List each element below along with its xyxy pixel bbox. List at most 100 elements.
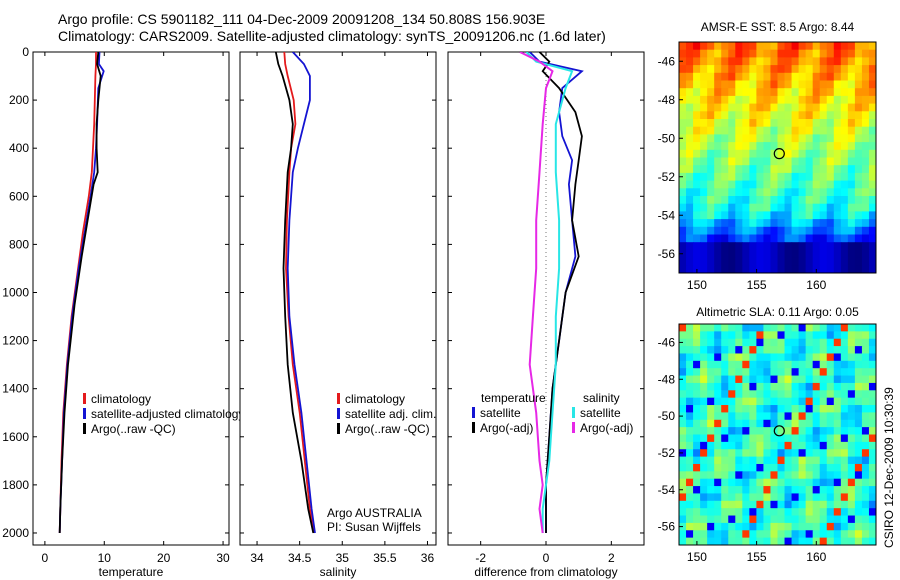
map-cell: [798, 42, 807, 51]
map-cell: [833, 419, 842, 428]
map-cell: [805, 249, 814, 259]
map-cell: [742, 196, 750, 205]
map-cell: [679, 382, 687, 391]
map-cell: [784, 368, 793, 377]
map-cell: [805, 57, 814, 66]
map-cell: [679, 180, 687, 189]
map-cell: [791, 397, 800, 406]
map-cell: [840, 390, 849, 399]
map-cell: [826, 126, 835, 135]
map-cell: [798, 397, 807, 406]
map-cell: [854, 478, 863, 487]
map-cell: [777, 234, 786, 243]
map-cell: [742, 249, 750, 259]
map-cell: [791, 88, 800, 97]
map-cell: [805, 530, 814, 539]
map-cell: [854, 434, 863, 443]
map-cell: [805, 80, 814, 89]
map-cell: [735, 219, 743, 228]
map-cell: [756, 397, 765, 406]
map-cell: [812, 456, 821, 465]
map-cell: [686, 242, 694, 251]
map-cell: [826, 537, 835, 545]
map-cell: [749, 72, 757, 82]
map-cell: [693, 249, 701, 259]
map-cell: [819, 172, 828, 182]
map-cell: [707, 88, 715, 97]
map-cell: [721, 360, 729, 369]
map-cell: [798, 49, 807, 58]
map-cell: [819, 508, 828, 517]
map-cell: [721, 353, 729, 362]
map-cell: [721, 463, 729, 472]
map-cell: [693, 188, 701, 197]
map-cell: [763, 522, 772, 531]
map-cell: [861, 103, 870, 112]
map-cell: [847, 522, 856, 531]
map-cell: [819, 42, 828, 51]
map-cell: [679, 515, 687, 524]
map-cell: [735, 142, 743, 151]
map-cell: [707, 134, 715, 143]
map-cell: [728, 49, 736, 58]
map-cell: [868, 530, 876, 539]
map-cell: [707, 397, 715, 406]
salinity-x-axis-label: salinity: [320, 565, 357, 579]
map-cell: [749, 412, 757, 421]
map-cell: [735, 478, 743, 487]
map-cell: [721, 103, 729, 112]
map-cell: [847, 530, 856, 539]
map-cell: [728, 157, 736, 166]
map-cell: [728, 226, 736, 236]
map-cell: [742, 188, 750, 197]
map-cell: [826, 382, 835, 391]
map-cell: [714, 180, 722, 189]
map-cell: [763, 119, 772, 128]
map-cell: [784, 331, 793, 340]
map-cell: [791, 172, 800, 182]
map-cell: [868, 390, 876, 399]
x-tick-label: 30: [216, 551, 230, 565]
map-cell: [812, 111, 821, 120]
map-cell: [819, 142, 828, 151]
legend-label: satellite: [480, 406, 521, 420]
map-cell: [693, 242, 701, 251]
map-cell: [861, 405, 870, 413]
map-cell: [812, 463, 821, 472]
map-cell: [833, 226, 842, 236]
map-cell: [826, 360, 835, 369]
map-cell: [714, 72, 722, 82]
map-cell: [707, 463, 715, 472]
legend-label: Argo(..raw -QC): [91, 422, 176, 436]
map-cell: [840, 522, 849, 531]
map-cell: [805, 331, 814, 340]
map-cell: [770, 88, 779, 97]
map-cell: [847, 234, 856, 243]
map-cell: [763, 234, 772, 243]
map-cell: [728, 486, 736, 495]
map-cell: [868, 203, 876, 212]
map-cell: [854, 49, 863, 58]
map-cell: [833, 265, 842, 273]
map-cell: [749, 149, 757, 159]
map-cell: [840, 486, 849, 495]
map-cell: [749, 375, 757, 384]
map-cell: [679, 65, 687, 74]
map-cell: [756, 493, 765, 502]
map-cell: [700, 382, 708, 391]
map-cell: [714, 390, 722, 399]
map-cell: [861, 449, 870, 458]
map-cell: [693, 463, 701, 472]
map-cell: [777, 103, 786, 112]
map-cell: [861, 65, 870, 74]
map-cell: [840, 375, 849, 384]
map-cell: [840, 242, 849, 251]
map-cell: [777, 88, 786, 97]
map-cell: [868, 126, 876, 135]
map-cell: [742, 111, 750, 120]
map-cell: [847, 441, 856, 450]
map-cell: [854, 353, 863, 362]
map-cell: [714, 478, 722, 487]
map-cell: [742, 180, 750, 189]
